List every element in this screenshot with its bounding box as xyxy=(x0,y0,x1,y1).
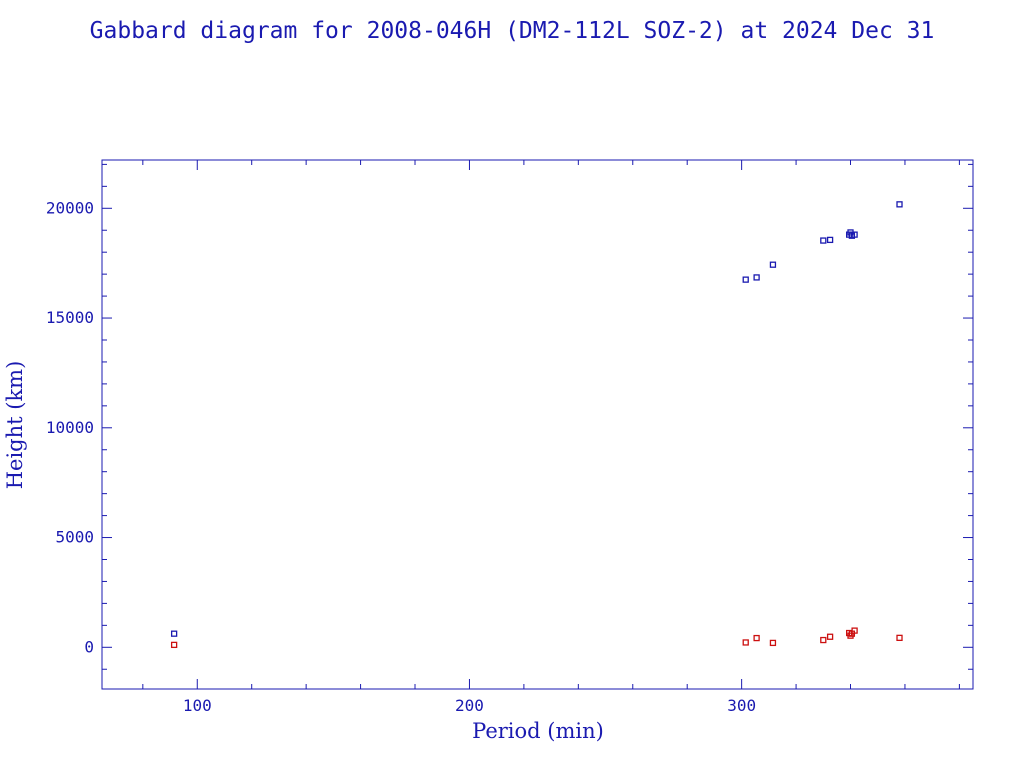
perigee-point xyxy=(742,639,749,646)
y-tick-label: 0 xyxy=(84,637,94,656)
plot-frame xyxy=(101,159,974,690)
perigee-point xyxy=(753,634,760,642)
apogee-point xyxy=(742,276,749,283)
perigee-point xyxy=(170,641,178,649)
chart-title: Gabbard diagram for 2008-046H (DM2-112L … xyxy=(90,18,935,44)
apogee-point xyxy=(753,274,760,281)
apogee-point xyxy=(769,261,777,268)
tick-labels: 100 200 300 0 5000 10000 15000 20000 xyxy=(46,198,756,715)
x-axis-label: Period (min) xyxy=(472,719,604,743)
perigee-point xyxy=(826,633,834,640)
apogee-point xyxy=(896,201,903,208)
x-tick-label: 200 xyxy=(455,696,484,715)
y-tick-label: 20000 xyxy=(46,198,94,217)
y-axis-label: Height (km) xyxy=(3,361,27,490)
data-points xyxy=(170,201,903,649)
apogee-point xyxy=(820,237,827,244)
apogee-point xyxy=(826,236,834,244)
y-tick-label: 10000 xyxy=(46,418,94,437)
apogee-point xyxy=(170,630,178,637)
y-tick-label: 5000 xyxy=(55,528,94,547)
axis-ticks xyxy=(102,160,973,689)
perigee-point xyxy=(896,634,903,642)
x-tick-label: 100 xyxy=(183,696,212,715)
perigee-point xyxy=(820,636,827,644)
perigee-point xyxy=(851,627,858,634)
x-tick-label: 300 xyxy=(727,696,756,715)
apogee-point xyxy=(851,231,858,238)
perigee-point xyxy=(769,639,777,647)
y-tick-label: 15000 xyxy=(46,308,94,327)
